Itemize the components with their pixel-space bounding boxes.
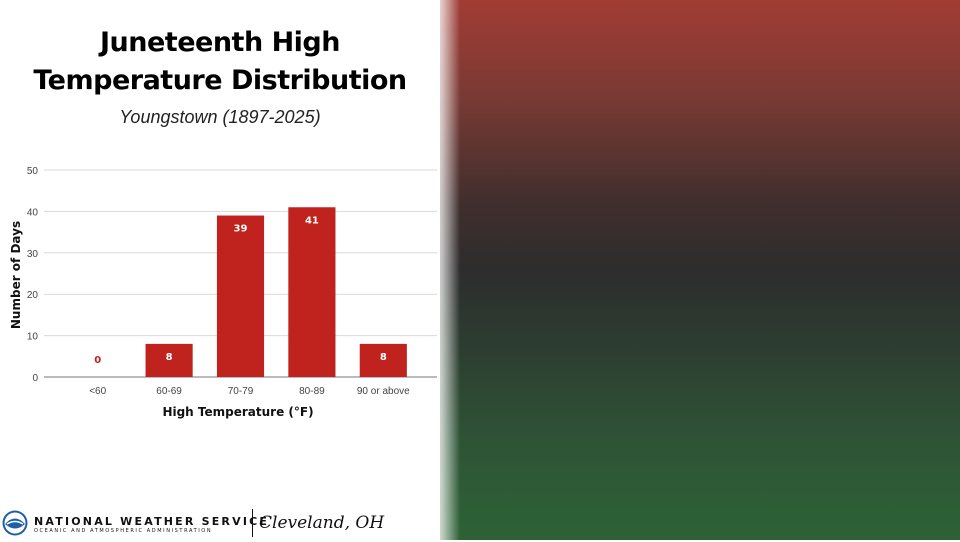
y-tick-label: 40 (27, 207, 39, 218)
data-label: 8 (166, 352, 173, 363)
office-name: Cleveland, OH (259, 513, 385, 533)
x-tick-label: 70-79 (228, 386, 254, 397)
y-axis-ticks: 0 10 20 30 40 50 (27, 166, 39, 384)
data-labels: 0 8 39 41 8 (94, 215, 387, 366)
data-label: 41 (305, 215, 319, 226)
chart-title-line-2: Temperature Distribution (33, 65, 407, 96)
x-tick-label: <60 (89, 386, 106, 397)
x-tick-label: 60-69 (156, 386, 182, 397)
x-tick-label: 90 or above (357, 386, 410, 397)
y-tick-label: 20 (27, 290, 39, 301)
footer: NATIONAL WEATHER SERVICE OCEANIC AND ATM… (0, 506, 440, 542)
bar (359, 343, 407, 377)
bar-chart: 0 10 20 30 40 50 0 8 39 41 8 <60 60-69 70-79 80-89 90… (9, 166, 437, 419)
agency-name: NATIONAL WEATHER SERVICE (34, 515, 270, 528)
x-tick-label: 80-89 (299, 386, 325, 397)
footer-divider (252, 509, 253, 537)
panel-edge-fade (430, 0, 460, 540)
chart-title-line-1: Juneteenth High (100, 27, 340, 58)
chart-subtitle: Youngstown (1897-2025) (119, 107, 321, 127)
y-tick-label: 0 (32, 373, 38, 384)
data-label: 0 (94, 355, 101, 366)
y-tick-label: 10 (27, 332, 39, 343)
data-label: 39 (234, 224, 248, 235)
x-axis-ticks: <60 60-69 70-79 80-89 90 or above (89, 386, 410, 397)
chart-title: Juneteenth High Temperature Distribution (0, 24, 440, 100)
bar (216, 215, 265, 377)
y-tick-label: 30 (27, 249, 39, 260)
data-label: 8 (380, 352, 387, 363)
x-axis-label: High Temperature (°F) (162, 405, 313, 419)
juneteenth-flag-gradient (440, 0, 960, 540)
bar (145, 343, 193, 377)
bar (288, 207, 336, 377)
y-tick-label: 50 (27, 166, 39, 177)
agency-subtitle: OCEANIC AND ATMOSPHERIC ADMINISTRATION (34, 528, 213, 534)
y-axis-label: Number of Days (9, 221, 23, 329)
noaa-logo-icon (2, 510, 28, 536)
bars (145, 207, 407, 377)
